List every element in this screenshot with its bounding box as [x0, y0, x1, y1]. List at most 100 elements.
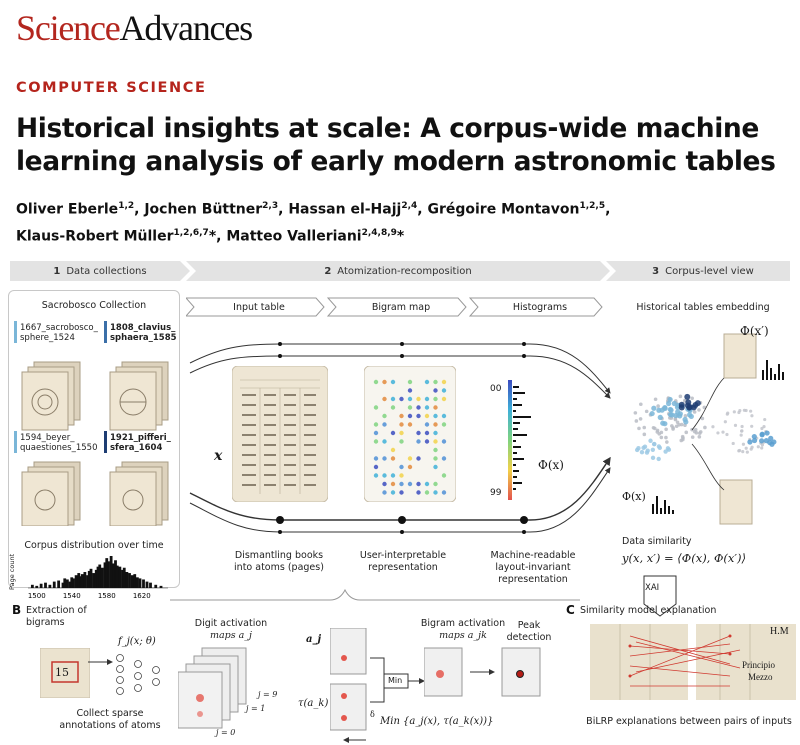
distribution-bar [125, 572, 129, 588]
doc-3-line-1: 1594_beyer_ [20, 433, 75, 443]
bigram-dot [382, 490, 387, 495]
doc-tag-1: 1667_sacrobosco_ sphere_1524 [20, 323, 98, 343]
distribution-bar [154, 584, 158, 588]
embedding-point [763, 417, 767, 422]
bigram-dot [433, 447, 438, 453]
author-separator: , [417, 201, 428, 218]
doc-4-line-1: 1921_pifferi_ [110, 433, 171, 443]
stage-3-label: 3 Corpus-level view [616, 266, 790, 277]
bigram-dot [373, 473, 379, 478]
distribution-bar [74, 575, 78, 588]
bigram-dot [407, 422, 413, 427]
doc-2-line-1: 1808_clavius_ [110, 323, 176, 333]
distribution-bar [122, 567, 126, 588]
bigram-dot [416, 490, 421, 495]
distribution-bar [79, 576, 82, 588]
distribution-bar [52, 581, 56, 588]
annotation-line-2: annotations of atoms [59, 720, 161, 731]
bigram-dot [382, 456, 387, 461]
stage-3-text: Corpus-level view [665, 266, 754, 277]
digit-maps-line-1: Digit activation [194, 618, 268, 629]
min-flow [370, 657, 425, 703]
distribution-bar [44, 582, 47, 588]
bigram-dot [390, 405, 396, 410]
peak-line-2: detection [506, 632, 552, 643]
doc-color-bar [104, 431, 107, 453]
embedding-point [751, 433, 757, 440]
embedding-point [657, 414, 663, 420]
peak-detection-title: Peak detection [504, 620, 554, 644]
distribution-bar [128, 573, 131, 588]
caption-dismantling: Dismantling books into atoms (pages) [214, 550, 344, 574]
doc-1-line-2: sphere_1524 [20, 333, 75, 343]
distribution-bar [96, 566, 100, 588]
embedding-point [665, 446, 671, 451]
bigram-dot [441, 422, 447, 427]
bigram-dot [390, 447, 396, 453]
author-affiliation: 2,4,8,9 [361, 227, 397, 238]
caption-machine-line-3: representation [498, 574, 568, 585]
hist-top-label: 00 [490, 384, 502, 394]
embedding-point [636, 446, 641, 451]
flow-node [278, 342, 282, 346]
embedding-point [656, 456, 661, 462]
journal-name-science: Science [16, 8, 121, 48]
bigram-dot [416, 430, 421, 436]
doc-tag-3: 1594_beyer_ quaestiones_1550 [20, 433, 97, 453]
embedding-point [639, 449, 645, 455]
phi-x-prime-label: Φ(x′) [740, 324, 769, 338]
bigram-dot [390, 473, 396, 478]
author-affiliation: 2,3 [262, 201, 279, 211]
graphical-abstract-figure: 1 Data collections 2 Atomization-recomposi… [0, 258, 800, 745]
distribution-bar [130, 575, 134, 588]
distribution-bar [63, 578, 67, 588]
embedding-point [677, 413, 683, 419]
distribution-bar [112, 563, 116, 588]
flow-node [400, 530, 404, 534]
bigram-dot [407, 464, 413, 470]
flow-node [522, 342, 526, 346]
author-separator: , [605, 201, 611, 218]
embedding-point [671, 427, 675, 431]
j-top-label: j = 9 [258, 690, 278, 699]
embedding-point [764, 430, 770, 436]
embedding-point [750, 414, 754, 418]
embedding-point [684, 430, 689, 435]
bigram-dot [433, 490, 438, 495]
embedding-point [638, 417, 643, 421]
embedding-point [660, 420, 666, 426]
embedding-point [686, 412, 693, 418]
embedding-point [697, 408, 701, 412]
column-input-table: Input table [233, 302, 285, 313]
digit-activation-maps [178, 647, 247, 729]
flow-node [278, 354, 282, 358]
bigram-dot [424, 422, 430, 427]
pipeline-flow [189, 342, 611, 534]
bigram-dot [399, 396, 404, 402]
doc-3-line-2: quaestiones_1550 [20, 443, 98, 453]
journal-name-advances: Advances [119, 8, 254, 48]
distribution-bar [89, 568, 93, 588]
distribution-bar [118, 566, 122, 588]
distribution-bar [115, 565, 119, 588]
bigram-dot [390, 456, 396, 461]
title-line-2: learning analysis of early modern astron… [16, 146, 776, 177]
embedding-point [697, 435, 702, 439]
embedding-point [642, 432, 647, 437]
annotation-line-1: Collect sparse [76, 708, 144, 719]
xai-label: XAI [645, 583, 660, 593]
distribution-bar [77, 573, 81, 588]
bigram-dot [424, 439, 430, 444]
bigram-maps-line-1: Bigram activation [420, 618, 506, 629]
bigram-map-image [364, 366, 456, 502]
min-box-label: Min [388, 676, 403, 685]
distribution-bar [149, 582, 152, 588]
xai-arrow [643, 575, 677, 617]
table-thumbnail [723, 333, 757, 379]
embedding-point [741, 442, 746, 446]
author-affiliation: 1,2 [118, 201, 135, 211]
embedding-point [671, 400, 677, 407]
embedding-point [678, 404, 685, 411]
bigram-dot [416, 396, 421, 402]
panel-c-caption: BiLRP explanations between pairs of inpu… [586, 716, 792, 727]
